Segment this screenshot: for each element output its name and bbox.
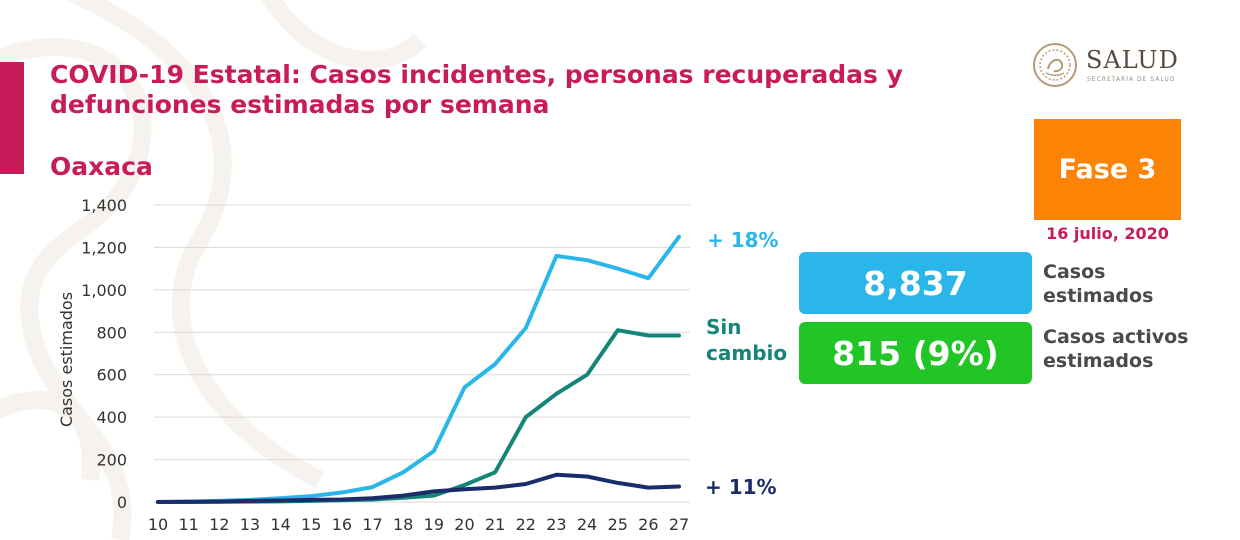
x-tick-label: 26	[638, 515, 658, 534]
x-tick-label: 23	[546, 515, 566, 534]
series-line-teal	[156, 328, 681, 504]
x-tick-label: 11	[178, 515, 198, 534]
page-title: COVID-19 Estatal: Casos incidentes, pers…	[50, 60, 903, 119]
y-tick-label: 400	[96, 408, 127, 427]
y-tick-label: 1,400	[81, 196, 127, 215]
x-tick-label: 25	[608, 515, 628, 534]
x-tick-label: 19	[424, 515, 444, 534]
y-tick-label: 1,000	[81, 281, 127, 300]
estimated-cases-label: Casos estimados	[1043, 261, 1154, 307]
x-tick-label: 24	[577, 515, 597, 534]
phase-date: 16 julio, 2020	[1046, 224, 1169, 243]
x-tick-label: 13	[240, 515, 260, 534]
series-line-navy	[156, 472, 681, 504]
y-tick-label: 800	[96, 323, 127, 342]
cases-line-chart: 0 200 400 600 800 1,000 1,200 1,400 10 11 12 13 14 15…	[57, 196, 787, 534]
estimated-cases-box: 8,837	[799, 252, 1032, 314]
annotation-light-blue: + 18%	[707, 228, 779, 252]
x-tick-label: 18	[393, 515, 413, 534]
annotation-teal: Sin cambio	[706, 315, 787, 365]
x-tick-label: 21	[485, 515, 505, 534]
salud-logo: SALUD SECRETARÍA DE SALUD	[1030, 42, 1190, 92]
active-cases-label: Casos activos estimados	[1043, 326, 1189, 372]
x-tick-label: 27	[669, 515, 689, 534]
logo-subtitle: SECRETARÍA DE SALUD	[1087, 76, 1176, 83]
logo-name: SALUD	[1086, 46, 1179, 74]
annotation-navy: + 11%	[705, 475, 777, 499]
active-cases-box: 815 (9%)	[799, 322, 1032, 384]
x-tick-label: 15	[301, 515, 321, 534]
y-tick-label: 200	[96, 451, 127, 470]
x-tick-label: 10	[148, 515, 168, 534]
x-tick-label: 14	[270, 515, 290, 534]
y-tick-label: 0	[117, 493, 127, 512]
phase-badge: Fase 3	[1034, 119, 1181, 220]
accent-bar	[0, 62, 24, 174]
series-line-light-blue	[156, 234, 681, 504]
x-tick-label: 22	[516, 515, 536, 534]
x-tick-label: 16	[332, 515, 352, 534]
y-tick-label: 600	[96, 366, 127, 385]
coat-of-arms-icon	[1033, 43, 1077, 87]
x-tick-label: 12	[209, 515, 229, 534]
state-name: Oaxaca	[50, 152, 153, 181]
x-tick-label: 17	[362, 515, 382, 534]
x-tick-label: 20	[454, 515, 474, 534]
y-axis-label: Casos estimados	[57, 292, 76, 427]
y-tick-label: 1,200	[81, 238, 127, 257]
